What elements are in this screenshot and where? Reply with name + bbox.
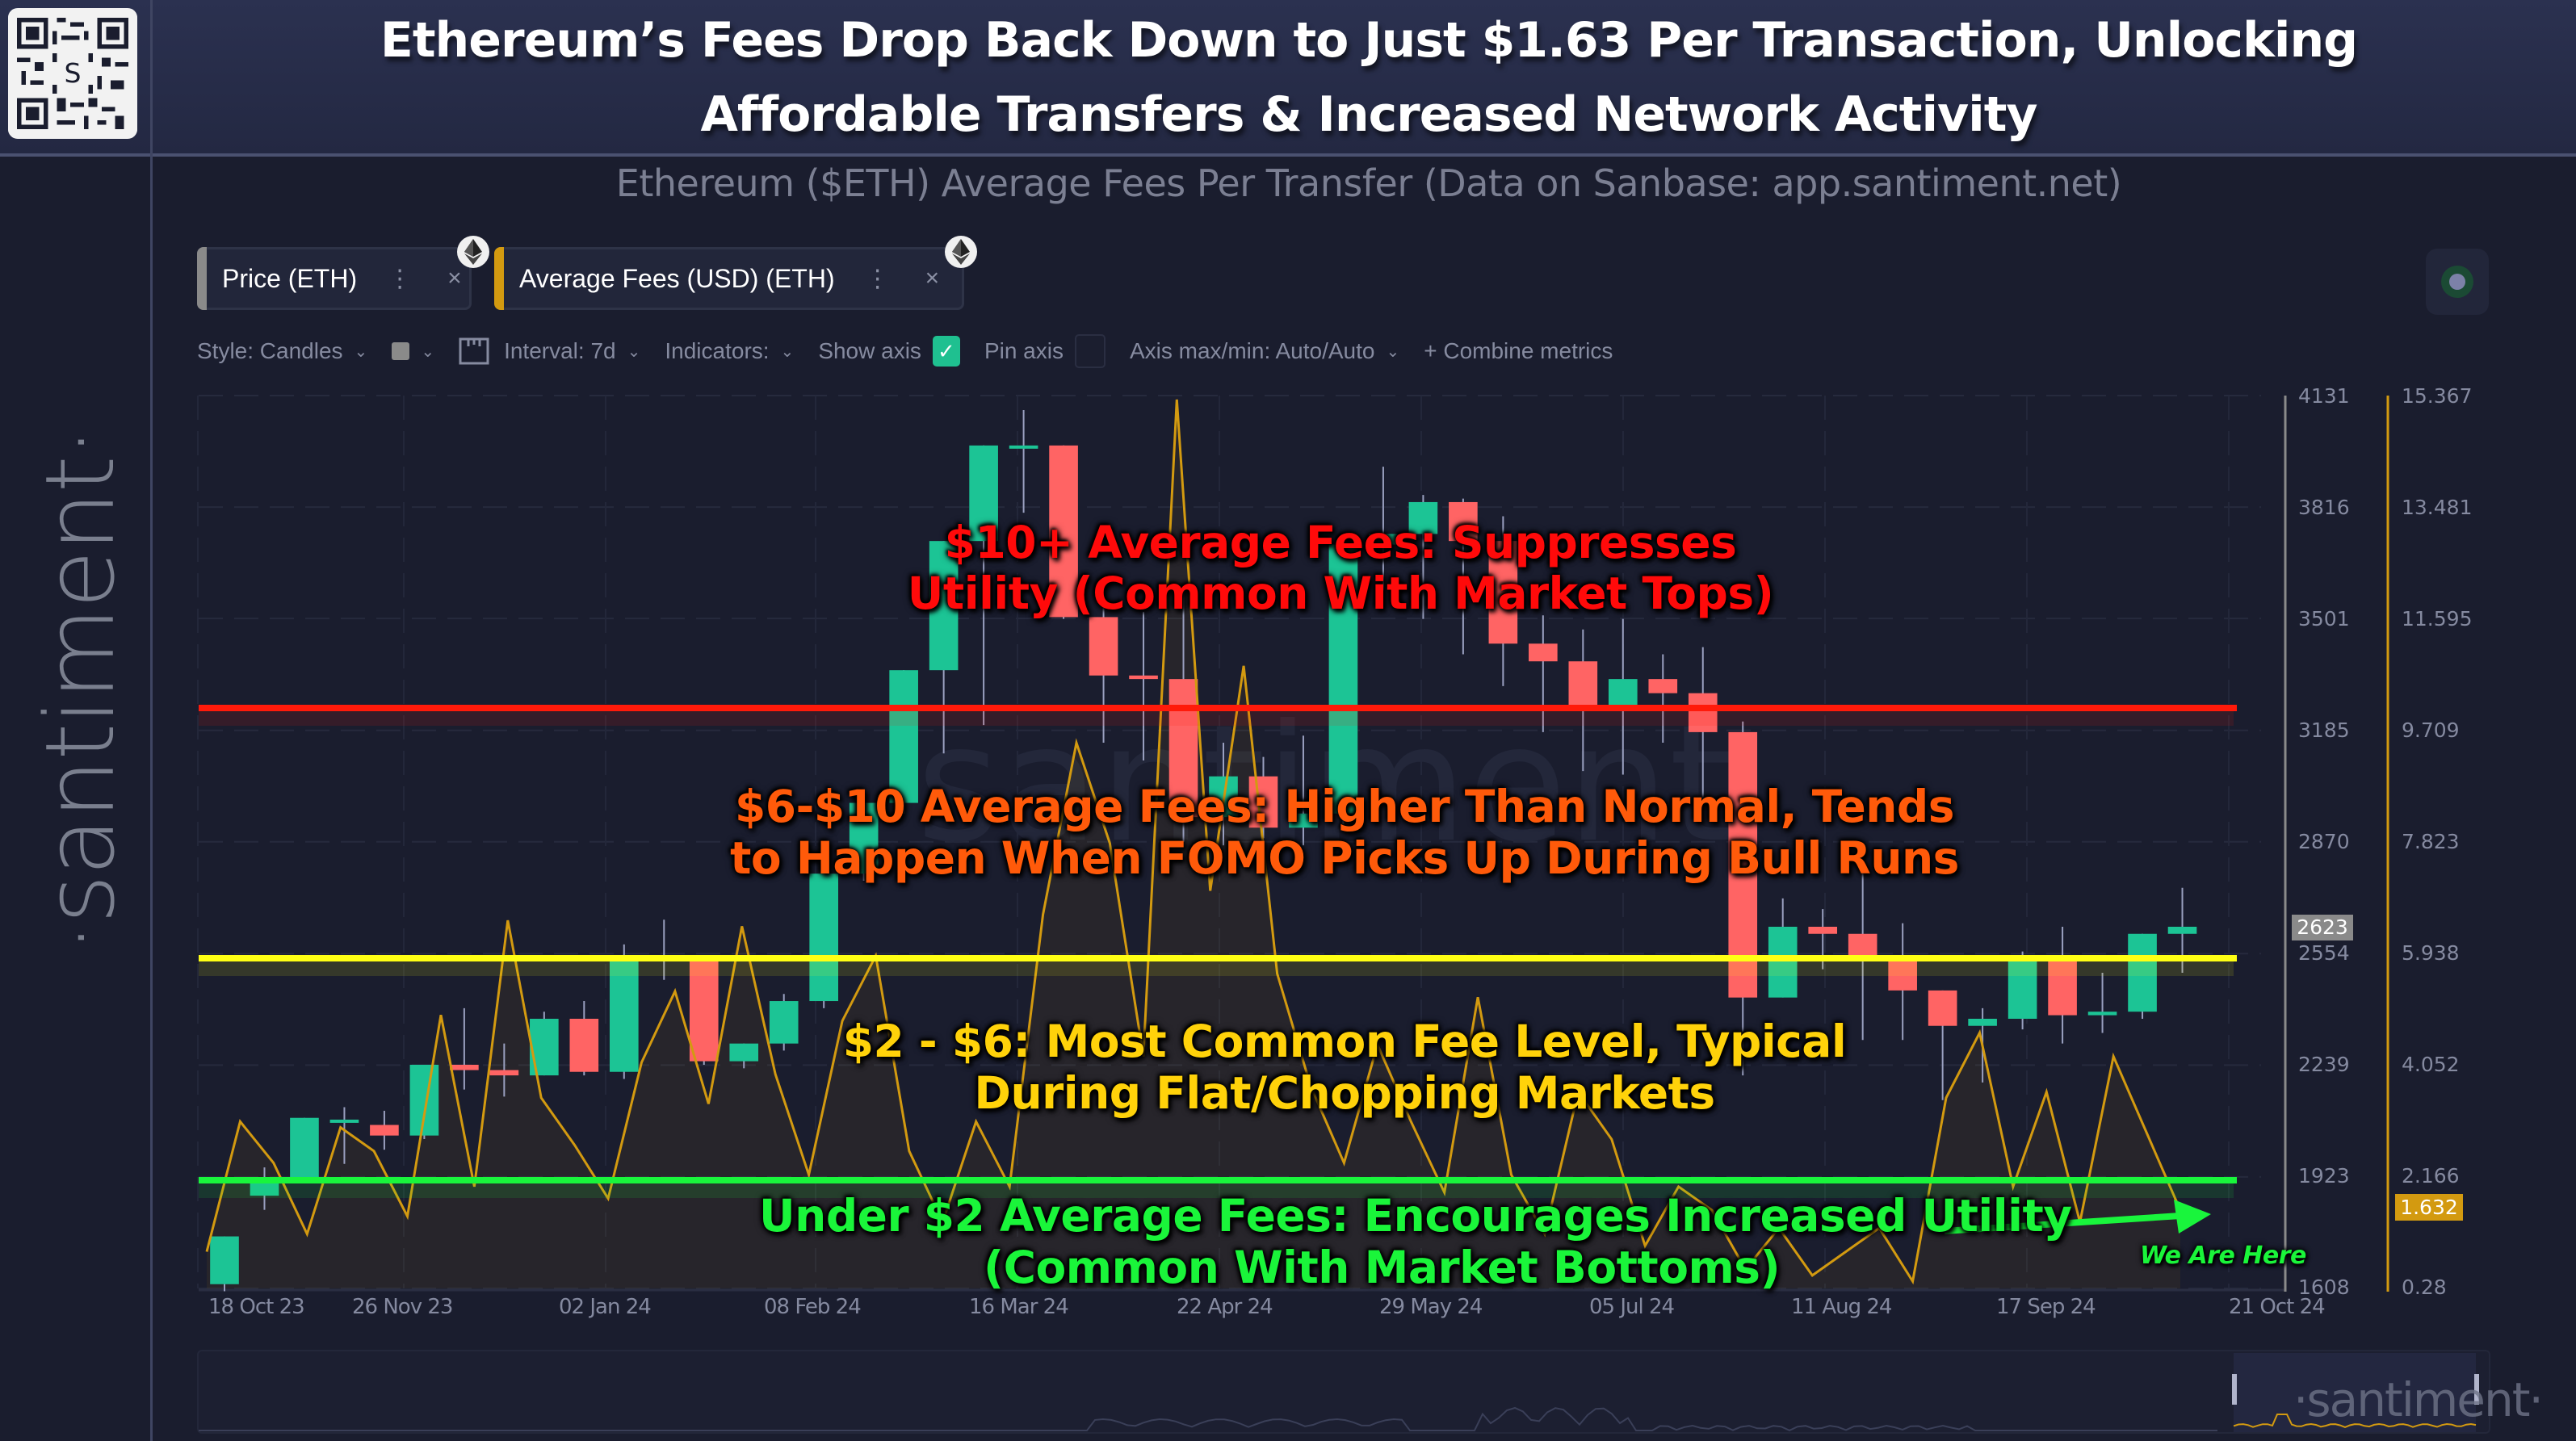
x-tick-label: 16 Mar 24 [969,1295,1069,1319]
price-tick-label: 2554 [2298,941,2350,965]
chart-subtitle: Ethereum ($ETH) Average Fees Per Transfe… [615,161,2122,205]
annotation-line: to Happen When FOMO Picks Up During Bull… [730,832,1959,884]
fee-tick-label: 5.938 [2402,941,2460,965]
more-options-icon[interactable]: ⋮ [388,265,413,292]
annotation-line: $6-$10 Average Fees: Higher Than Normal,… [734,781,1955,832]
price-tick-label: 4131 [2298,384,2350,408]
price-tick-label: 3816 [2298,496,2350,519]
metric-color-bar [494,247,504,310]
indicators-label: Indicators: [665,338,770,363]
interval-dropdown[interactable]: Interval: 7d ⌄ [459,337,640,365]
status-indicator-icon [2441,266,2473,298]
show-axis-toggle[interactable]: Show axis ✓ [818,336,960,367]
more-options-icon[interactable]: ⋮ [865,265,890,292]
annotation-normal-fees: $2 - $6: Most Common Fee Level, Typical … [808,1016,1882,1119]
annotation-high-fees: $10+ Average Fees: Suppresses Utility (C… [856,517,1825,619]
show-axis-checkbox[interactable]: ✓ [932,336,960,367]
santiment-watermark: ·santiment· [2293,1372,2544,1427]
title-line-1: Ethereum’s Fees Drop Back Down to Just $… [380,12,2358,69]
metric-label: Price (ETH) [222,263,358,293]
x-tick-label: 21 Oct 24 [2229,1295,2326,1319]
axis-maxmin-label: Axis max/min: Auto/Auto [1129,338,1375,363]
annotation-line: $2 - $6: Most Common Fee Level, Typical [842,1016,1847,1067]
fee-tick-label: 15.367 [2402,384,2473,408]
annotation-line: During Flat/Chopping Markets [974,1067,1715,1119]
annotation-line: (Common With Market Bottoms) [984,1242,1781,1293]
pin-axis-checkbox[interactable] [1074,334,1105,368]
price-tick-label: 3501 [2298,607,2350,630]
chevron-down-icon: ⌄ [354,342,368,361]
calendar-icon [459,337,489,365]
x-tick-label: 22 Apr 24 [1177,1295,1273,1319]
x-tick-label: 18 Oct 23 [208,1295,305,1319]
show-axis-label: Show axis [818,338,921,363]
page-title: Ethereum’s Fees Drop Back Down to Just $… [162,3,2576,152]
price-tick-label: 1608 [2298,1276,2350,1299]
price-tick-label: 1923 [2298,1164,2350,1188]
current-price-tag: 2623 [2292,915,2353,940]
metric-chip-average-fees[interactable]: Average Fees (USD) (ETH) ⋮ × [494,247,964,310]
color-swatch [392,342,410,360]
color-dropdown[interactable]: ⌄ [392,341,434,362]
metric-label: Average Fees (USD) (ETH) [519,263,835,293]
navigator-sparkline [199,1353,2479,1432]
pin-axis-label: Pin axis [984,338,1064,363]
price-tick-label: 2870 [2298,830,2350,853]
x-tick-label: 26 Nov 23 [352,1295,453,1319]
combine-metrics-button[interactable]: + Combine metrics [1424,338,1613,364]
left-divider [150,0,153,1441]
svg-text:santiment: santiment [917,690,1733,878]
ethereum-icon [457,236,489,268]
price-tick-label: 2239 [2298,1053,2350,1076]
chevron-down-icon: ⌄ [627,342,641,361]
metric-chip-price[interactable]: Price (ETH) ⋮ × [197,247,472,310]
close-icon[interactable]: × [447,265,462,291]
fee-tick-label: 13.481 [2402,496,2473,519]
timeline-navigator[interactable] [197,1350,2490,1434]
annotation-elevated-fees: $6-$10 Average Fees: Higher Than Normal,… [727,781,1962,884]
chevron-down-icon: ⌄ [421,342,435,361]
pin-axis-toggle[interactable]: Pin axis [984,334,1105,368]
fee-tick-label: 11.595 [2402,607,2473,630]
fee-tick-label: 7.823 [2402,830,2460,853]
style-dropdown[interactable]: Style: Candles ⌄ [197,338,367,364]
we-are-here-label: We Are Here [2140,1242,2306,1270]
annotation-line: Utility (Common With Market Tops) [907,568,1774,619]
close-icon[interactable]: × [925,265,940,291]
live-status-button[interactable] [2426,249,2489,315]
qr-code-icon[interactable]: S [8,8,137,139]
axis-maxmin-dropdown[interactable]: Axis max/min: Auto/Auto ⌄ [1130,338,1399,364]
ethereum-icon [945,236,977,268]
x-tick-label: 29 May 24 [1379,1295,1483,1319]
indicators-dropdown[interactable]: Indicators: ⌄ [665,338,794,364]
x-tick-label: 17 Sep 24 [1996,1295,2096,1319]
header: S Ethereum’s Fees Drop Back Down to Just… [0,0,2576,157]
fee-tick-label: 4.052 [2402,1053,2460,1076]
fee-tick-label: 9.709 [2402,718,2460,742]
title-line-2: Affordable Transfers & Increased Network… [700,86,2038,143]
combine-metrics-label: + Combine metrics [1424,338,1613,363]
annotation-line: Under $2 Average Fees: Encourages Increa… [759,1190,2072,1242]
annotation-low-fees: Under $2 Average Fees: Encourages Increa… [727,1190,2072,1293]
fee-tick-label: 2.166 [2402,1164,2460,1188]
interval-label: Interval: 7d [504,338,616,363]
svg-text:S: S [64,57,81,89]
x-tick-label: 05 Jul 24 [1589,1295,1675,1319]
chart-toolbar: Style: Candles ⌄ ⌄ Interval: 7d ⌄ Indica… [197,331,1637,371]
style-label: Style: Candles [197,338,343,363]
fee-tick-label: 0.28 [2402,1276,2447,1299]
price-tick-label: 3185 [2298,718,2350,742]
metric-color-bar [197,247,207,310]
annotation-line: $10+ Average Fees: Suppresses [944,517,1737,568]
x-tick-label: 02 Jan 24 [559,1295,652,1319]
x-tick-label: 08 Feb 24 [764,1295,862,1319]
current-fee-tag: 1.632 [2395,1194,2463,1221]
x-tick-label: 11 Aug 24 [1791,1295,1892,1319]
chevron-down-icon: ⌄ [1386,342,1400,361]
chevron-down-icon: ⌄ [780,342,795,361]
